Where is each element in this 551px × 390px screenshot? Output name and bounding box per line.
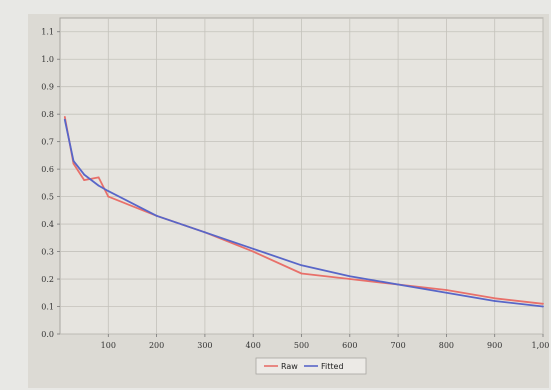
data-point-raw xyxy=(72,162,75,165)
line-chart: 0.0 0.1 0.2 0.3 0.4 0.5 0.6 0.7 0.8 0.9 1.0 1.1 100… xyxy=(41,17,549,375)
y-tick-label: 0.7 xyxy=(41,138,54,147)
data-point-fitted xyxy=(107,190,110,193)
data-point-fitted xyxy=(348,275,351,278)
data-point-fitted xyxy=(155,214,158,217)
data-point-fitted xyxy=(300,264,303,267)
y-tick-label: 0.6 xyxy=(41,165,54,174)
legend-label-raw: Raw xyxy=(281,362,298,371)
y-tick-label: 0.3 xyxy=(41,248,54,257)
x-tick-label: 200 xyxy=(149,341,164,350)
legend: Raw Fitted xyxy=(255,357,367,375)
series-lines xyxy=(63,116,544,308)
x-tick-label: 1,000 xyxy=(532,341,549,350)
data-point-fitted xyxy=(252,247,255,250)
data-point-raw xyxy=(542,302,544,305)
x-tick-label: 500 xyxy=(294,341,309,350)
y-tick-label: 1.1 xyxy=(41,28,54,37)
series-line-raw xyxy=(63,116,544,305)
data-point-raw xyxy=(445,289,448,291)
data-point-raw xyxy=(300,272,303,275)
data-point-fitted xyxy=(493,300,496,302)
y-tick-label: 0.5 xyxy=(41,193,54,202)
legend-label-fitted: Fitted xyxy=(321,362,344,371)
y-axis-ticks: 0.0 0.1 0.2 0.3 0.4 0.5 0.6 0.7 0.8 0.9 1.0 1.1 xyxy=(41,28,60,339)
data-point-fitted xyxy=(204,231,206,234)
x-tick-label: 400 xyxy=(246,341,261,350)
y-tick-label: 0.0 xyxy=(41,330,54,339)
data-point-raw xyxy=(252,250,255,253)
y-tick-label: 1.0 xyxy=(41,55,54,64)
data-point-fitted xyxy=(72,159,75,162)
x-tick-label: 600 xyxy=(342,341,357,350)
gridlines xyxy=(60,18,544,335)
x-tick-label: 900 xyxy=(487,341,502,350)
data-point-fitted xyxy=(97,184,100,187)
x-tick-label: 100 xyxy=(101,341,116,350)
data-point-raw xyxy=(97,176,100,179)
data-point-raw xyxy=(63,116,66,118)
x-tick-label: 300 xyxy=(197,341,212,350)
data-point-raw xyxy=(107,195,110,198)
y-tick-label: 0.9 xyxy=(41,83,54,92)
data-point-raw xyxy=(493,297,496,300)
data-point-fitted xyxy=(542,305,544,308)
chart-frame: 0.0 0.1 0.2 0.3 0.4 0.5 0.6 0.7 0.8 0.9 1.0 1.1 100… xyxy=(28,14,549,388)
y-tick-label: 0.1 xyxy=(41,303,54,312)
y-tick-label: 0.4 xyxy=(41,220,54,229)
y-tick-label: 0.2 xyxy=(41,275,54,284)
data-point-fitted xyxy=(83,173,86,176)
x-axis-ticks: 100 200 300 400 500 600 700 800 900 1,000 xyxy=(101,334,549,350)
x-tick-label: 700 xyxy=(390,341,405,350)
data-point-fitted xyxy=(63,118,66,121)
data-point-raw xyxy=(348,278,351,280)
series-line-fitted xyxy=(63,119,544,308)
data-point-raw xyxy=(83,179,86,182)
data-point-fitted xyxy=(445,291,448,294)
x-tick-label: 800 xyxy=(439,341,454,350)
data-point-fitted xyxy=(397,283,399,286)
y-tick-label: 0.8 xyxy=(41,110,54,119)
